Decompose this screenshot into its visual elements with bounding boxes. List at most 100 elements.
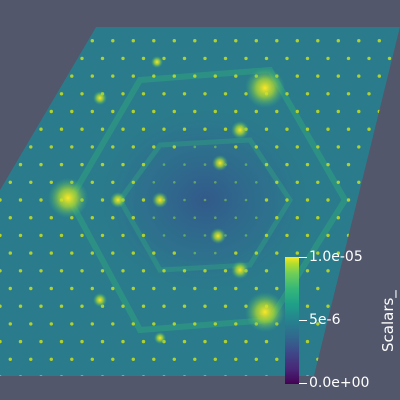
diffraction-spot [121,162,125,167]
diffraction-spot [18,162,23,167]
diffraction-spot [59,233,64,238]
diffraction-spot [193,251,197,255]
diffraction-spot [203,198,207,202]
diffraction-spot [183,163,186,166]
diffraction-spot [8,286,12,291]
diffraction-spot [326,127,330,131]
diffraction-spot [316,216,320,220]
diffraction-spot [305,92,310,96]
diffraction-spot [254,251,258,255]
diffraction-spot [305,233,310,238]
diffraction-spot [224,21,227,24]
diffraction-spot [162,234,166,237]
diffraction-spot [152,181,156,184]
diffraction-spot [264,56,269,61]
diffraction-spot [387,269,392,273]
diffraction-spot [111,322,115,326]
diffraction-spot [172,322,176,326]
diffraction-spot [223,127,228,131]
diffraction-spot [367,233,371,238]
diffraction-spot [193,181,197,184]
diffraction-spot [172,286,176,291]
diffraction-spot [367,127,371,131]
diffraction-spot [326,198,330,202]
diffraction-spot [223,56,228,61]
diffraction-spot [100,269,105,273]
diffraction-spot [244,56,248,61]
diffraction-spot [182,56,187,61]
diffraction-spot [172,109,176,114]
diffraction-spot [39,198,43,202]
diffraction-spot [152,357,156,361]
diffraction-spot [275,109,279,114]
diffraction-spot [162,127,166,131]
diffraction-spot [18,339,23,344]
diffraction-spot [275,145,279,149]
diffraction-spot [203,163,207,166]
diffraction-spot [285,92,289,96]
diffraction-spot [152,74,156,78]
colorbar-tick-max [299,257,307,258]
diffraction-spot [244,21,247,24]
diffraction-spot [387,198,392,202]
diffraction-spot [193,286,197,291]
diffraction-spot [213,357,217,361]
diffraction-spot [285,56,289,61]
diffraction-spot [80,162,84,167]
bright-peaks [48,56,285,344]
diffraction-spot [131,286,135,291]
diffraction-spot [295,180,299,184]
diffraction-spot [142,21,145,24]
diffraction-spot [18,92,23,96]
diffraction-spot [264,162,269,167]
diffraction-spot [367,21,370,24]
diffraction-spot [29,286,33,291]
diffraction-spot [367,162,371,167]
diffraction-spot [49,145,53,149]
diffraction-spot [19,21,22,24]
diffraction-spot [70,39,74,43]
colorbar-mid-label: 5e-6 [309,312,341,328]
diffraction-spot [152,286,156,291]
diffraction-spot [387,92,392,96]
diffraction-spot [377,357,381,361]
diffraction-spot [203,304,207,308]
diffraction-spot [377,74,381,78]
diffraction-spot [111,145,115,149]
diffraction-spot [326,21,329,24]
diffraction-spot [90,109,95,114]
diffraction-spot [203,339,207,344]
diffraction-spot [39,162,43,167]
diffraction-spot [141,127,146,131]
diffraction-spot [316,39,320,43]
diffraction-spot [121,375,125,376]
colorbar-max-label: 1.0e-05 [309,249,363,265]
diffraction-spot [357,180,361,184]
diffraction-spot [8,251,12,255]
diffraction-spot [70,322,74,326]
diffraction-field [0,21,400,376]
diffraction-spot [60,21,63,24]
diffraction-spot [49,74,53,78]
diffraction-spot [244,163,248,166]
diffraction-spot [18,127,23,131]
diffraction-spot [100,198,105,202]
diffraction-spot [162,21,165,24]
diffraction-spot [336,109,340,114]
diffraction-spot [39,304,43,308]
diffraction-spot [121,21,124,24]
diffraction-spot [367,304,371,308]
diffraction-spot [0,92,2,96]
diffraction-spot [234,109,238,114]
diffraction-spot [275,39,279,43]
diffraction-spot [377,109,381,114]
diffraction-spot [387,233,392,238]
colorbar-title: Scalars_ [379,290,397,352]
diffraction-spot [111,286,115,291]
diffraction-spot [121,269,125,273]
diffraction-spot [131,322,135,326]
diffraction-spot [173,216,176,219]
diffraction-spot [90,74,95,78]
diffraction-spot [172,145,176,149]
